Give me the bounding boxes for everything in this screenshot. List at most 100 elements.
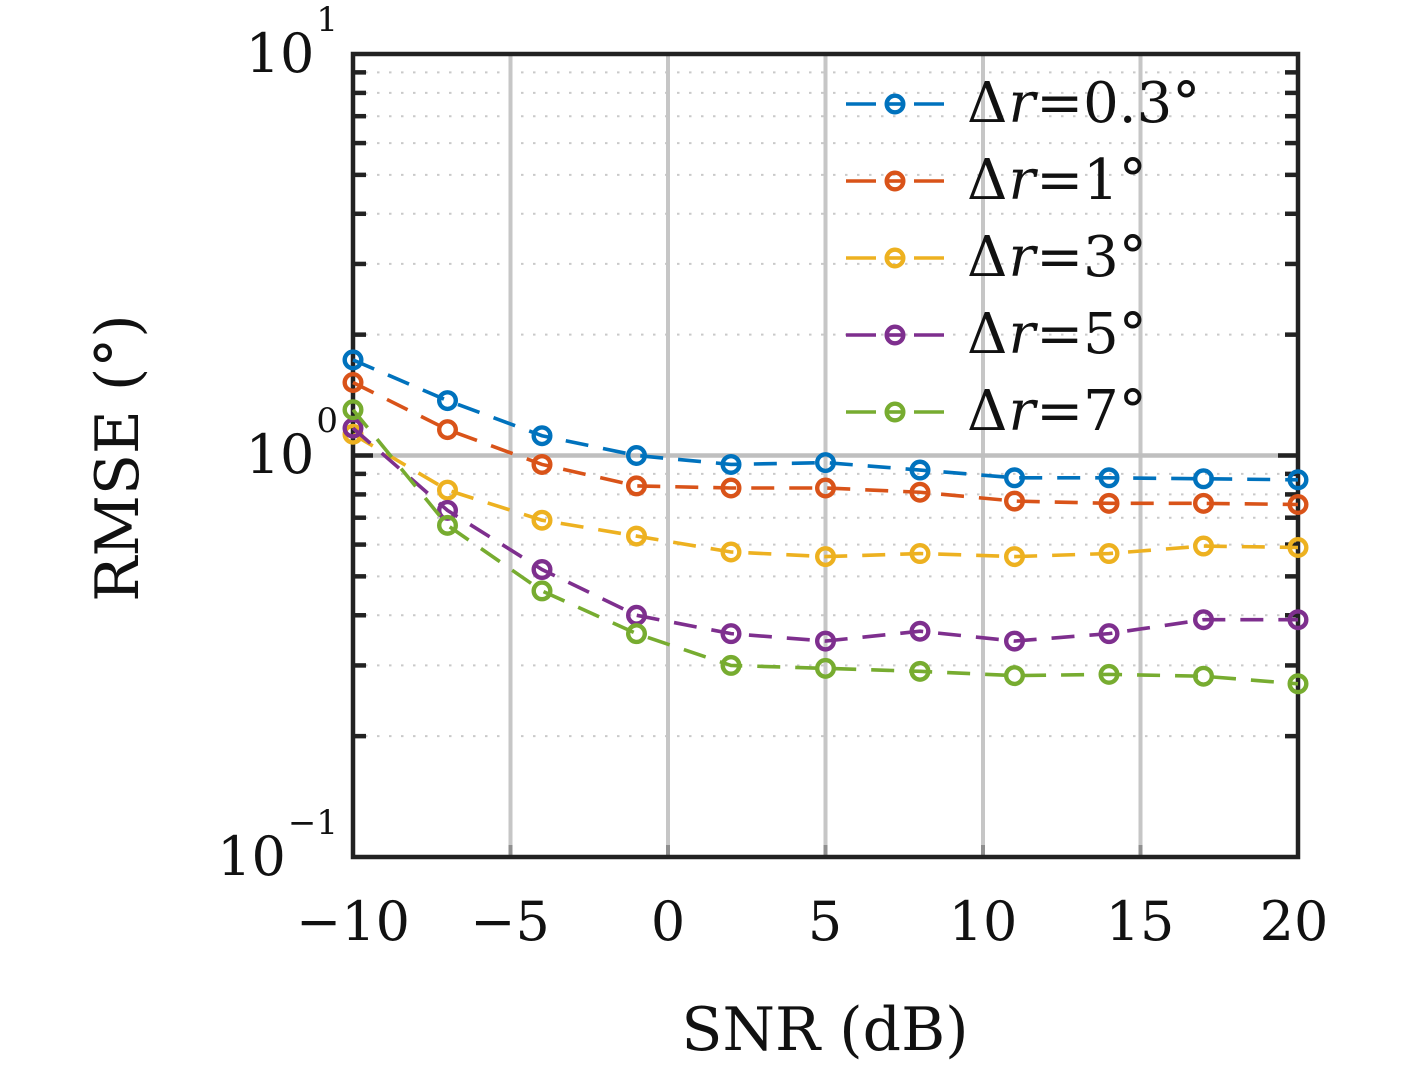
series-4 (342, 399, 1309, 695)
series-marker (531, 453, 553, 475)
series-marker (1098, 467, 1120, 489)
legend-label-value: =7° (1036, 378, 1147, 444)
legend-label-value: =0.3° (1036, 70, 1201, 136)
legend-label: Δr=0.3° (967, 70, 1201, 136)
axes-frame (350, 51, 1301, 860)
series-marker (815, 452, 837, 474)
legend-entry: Δr=5° (845, 296, 1200, 373)
x-tick-label: 15 (1105, 890, 1175, 953)
series-marker (1098, 543, 1120, 565)
series-marker (1004, 665, 1026, 687)
series-marker (626, 623, 648, 645)
legend-entry: Δr=7° (845, 373, 1200, 450)
legend-entry: Δr=0.3° (845, 65, 1200, 142)
series-marker (909, 660, 931, 682)
legend-marker-sample (846, 400, 944, 423)
series-line-2 (352, 432, 1299, 559)
y-tick-base: 10 (245, 423, 315, 486)
series-marker (1004, 467, 1026, 489)
x-axis-label: SNR (dB) (681, 995, 969, 1065)
series-marker (437, 419, 459, 441)
y-tick-exponent: −1 (287, 803, 338, 843)
series-marker (1098, 623, 1120, 645)
legend-marker-sample (846, 92, 944, 115)
series-line-4 (351, 408, 1299, 686)
y-tick-label-10e-1: 10−1 (108, 806, 338, 888)
x-tick-label: 5 (807, 890, 843, 953)
legend-label-variable: r (1008, 70, 1036, 136)
series-marker (1192, 609, 1214, 631)
series-marker (909, 620, 931, 642)
series-marker (342, 399, 364, 421)
series-marker (531, 509, 553, 531)
legend-label: Δr=1° (967, 147, 1147, 213)
y-tick-label-10e0: 100 (108, 404, 338, 486)
legend-label-variable: r (1008, 224, 1036, 290)
legend-label-value: =5° (1036, 301, 1147, 367)
y-axis-label: RMSE (°) (83, 314, 153, 602)
series-marker (1192, 665, 1214, 687)
series-marker (909, 459, 931, 481)
series-marker (1192, 492, 1214, 514)
legend-label-variable: r (1008, 147, 1036, 213)
series-marker (626, 525, 648, 547)
series-marker (909, 481, 931, 503)
series-marker (531, 580, 553, 602)
series-marker (437, 390, 459, 412)
legend-marker-sample (846, 323, 944, 346)
legend-label-variable: r (1008, 301, 1036, 367)
x-tick-label: −5 (470, 890, 550, 953)
y-tick-label-10e1: 101 (108, 3, 338, 85)
series-marker (531, 425, 553, 447)
series-marker (1004, 490, 1026, 512)
series-marker (437, 514, 459, 536)
x-tick-label: 10 (948, 890, 1018, 953)
series-0 (342, 349, 1309, 491)
legend-label: Δr=3° (967, 224, 1147, 290)
y-tick-marks (354, 70, 1297, 739)
legend-label-delta: Δ (967, 224, 1008, 290)
series-marker (342, 349, 364, 371)
series-marker (1287, 537, 1309, 559)
series-marker (815, 657, 837, 679)
legend-label-delta: Δ (967, 70, 1008, 136)
series-marker (815, 477, 837, 499)
legend-label-delta: Δ (967, 147, 1008, 213)
legend-entry: Δr=1° (845, 142, 1200, 219)
series-marker (1192, 535, 1214, 557)
series-3 (342, 417, 1309, 652)
series-marker (720, 654, 742, 676)
series-marker (1287, 609, 1309, 631)
series-line-1 (352, 380, 1299, 507)
series-marker (909, 543, 931, 565)
series-1 (342, 371, 1309, 516)
legend-marker-sample (846, 246, 944, 269)
series-marker (720, 541, 742, 563)
series-marker (1192, 468, 1214, 490)
series-line-0 (352, 358, 1299, 482)
x-tick-label: −10 (296, 890, 410, 953)
series-marker (626, 475, 648, 497)
series-marker (1287, 469, 1309, 491)
series-marker (1004, 546, 1026, 568)
legend-label-delta: Δ (967, 301, 1008, 367)
x-tick-label: 0 (650, 890, 686, 953)
legend-label: Δr=5° (967, 301, 1147, 367)
series-marker (1098, 492, 1120, 514)
legend-label-delta: Δ (967, 378, 1008, 444)
legend-label-variable: r (1008, 378, 1036, 444)
series-marker (1098, 663, 1120, 685)
series-marker (720, 623, 742, 645)
series-marker (1287, 494, 1309, 516)
y-tick-exponent: 0 (316, 401, 338, 441)
x-tick-marks (508, 845, 1143, 856)
series-marker (626, 445, 648, 467)
y-tick-exponent: 1 (316, 0, 338, 40)
y-tick-base: 10 (245, 22, 315, 85)
y-tick-base: 10 (217, 825, 286, 888)
legend-marker-sample (846, 169, 944, 192)
legend: Δr=0.3° Δr=1° Δr=3° Δr=5° Δr=7° (845, 65, 1200, 450)
legend-label-value: =1° (1036, 147, 1147, 213)
